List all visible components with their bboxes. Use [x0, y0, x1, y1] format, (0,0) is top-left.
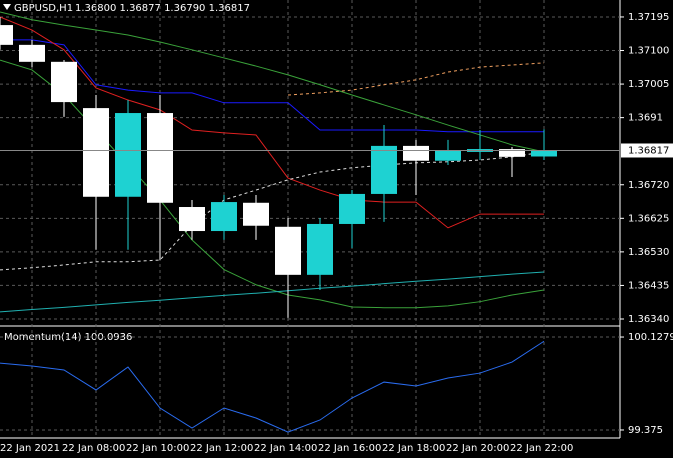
candle-body	[339, 193, 365, 224]
indicator-line	[287, 62, 545, 96]
y-tick-label: 1.37100	[628, 46, 669, 57]
current-price-label: 1.36817	[628, 145, 669, 156]
y-tick-label: 99.375	[628, 425, 663, 436]
x-tick-label: 22 Jan 2021	[0, 443, 60, 454]
y-tick-label: 1.36530	[628, 247, 669, 258]
y-tick-label: 1.3691	[628, 113, 663, 124]
y-tick-label: 1.37005	[628, 79, 669, 90]
indicator-line	[0, 16, 544, 229]
candle-body	[19, 44, 45, 62]
candle-body	[499, 149, 525, 157]
indicator-line	[0, 151, 545, 271]
y-tick-label: 1.36435	[628, 280, 669, 291]
candle-body	[371, 145, 397, 194]
candle-body	[243, 202, 269, 226]
candle-body	[0, 25, 13, 45]
x-tick-label: 22 Jan 10:00	[126, 443, 189, 454]
x-tick-label: 22 Jan 08:00	[62, 443, 125, 454]
x-tick-label: 22 Jan 14:00	[254, 443, 317, 454]
x-tick-label: 22 Jan 20:00	[446, 443, 509, 454]
candle-body	[403, 145, 429, 161]
current-price-box	[621, 143, 673, 158]
indicator-line	[0, 11, 545, 153]
indicator-line	[0, 59, 545, 309]
candle-body	[147, 113, 173, 203]
ohlc-label: 1.36800 1.36877 1.36790 1.36817	[75, 3, 250, 14]
x-tick-label: 22 Jan 12:00	[190, 443, 253, 454]
candle-body	[307, 223, 333, 275]
indicator-line	[0, 340, 545, 433]
x-tick-label: 22 Jan 22:00	[510, 443, 573, 454]
x-tick-label: 22 Jan 16:00	[318, 443, 381, 454]
candle-body	[179, 207, 205, 232]
indicator-line	[0, 39, 544, 133]
candle-body	[115, 113, 141, 197]
menu-icon	[3, 4, 11, 10]
y-tick-label: 1.37195	[628, 12, 669, 23]
y-tick-label: 100.1279	[628, 332, 673, 343]
candle-body	[435, 150, 461, 161]
y-tick-label: 1.36625	[628, 213, 669, 224]
candle-body	[211, 202, 237, 232]
chart-title: GBPUSD,H1	[14, 3, 73, 14]
candle-body	[275, 226, 301, 275]
x-tick-label: 22 Jan 18:00	[382, 443, 445, 454]
indicator-line	[0, 271, 545, 313]
candle-body	[531, 150, 557, 157]
candle-body	[83, 108, 109, 197]
y-tick-label: 1.36720	[628, 180, 669, 191]
y-tick-label: 1.36340	[628, 314, 669, 325]
candle-body	[51, 61, 77, 103]
